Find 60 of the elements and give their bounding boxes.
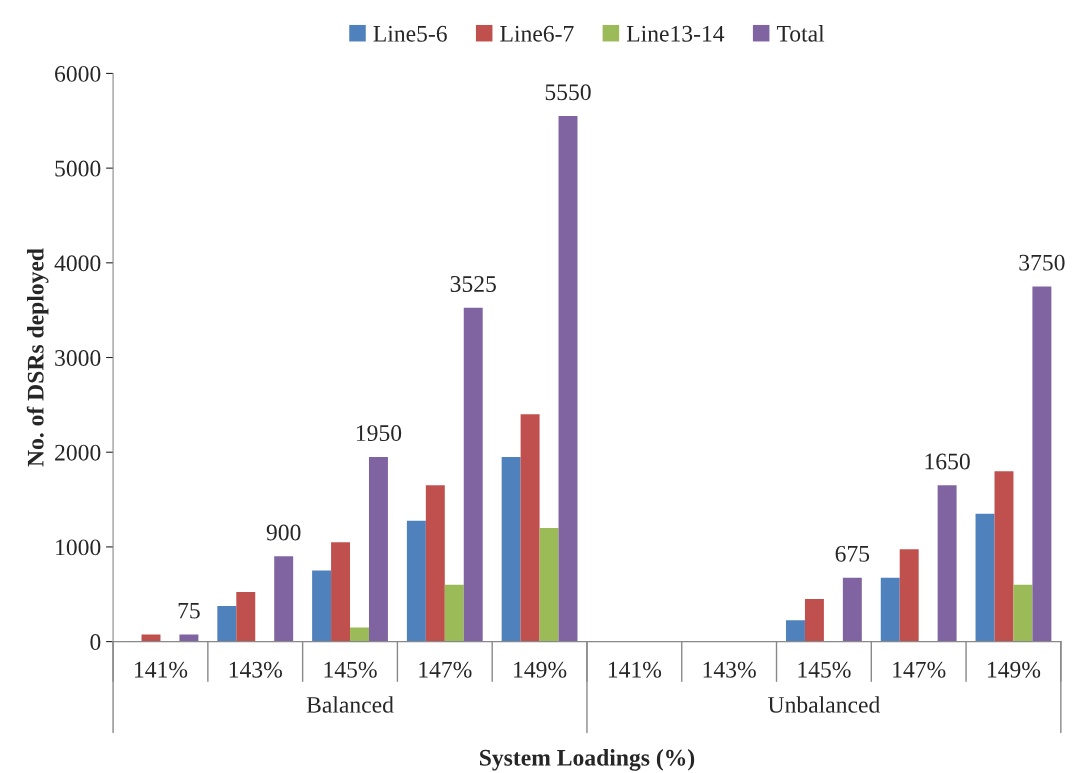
- data-label: 675: [835, 545, 870, 562]
- x-tick-label: 141%: [608, 661, 662, 678]
- bar: [463, 307, 483, 642]
- bar: [217, 606, 237, 642]
- bar: [406, 520, 426, 642]
- x-tick-label: 141%: [135, 661, 188, 678]
- legend-label: Total: [776, 25, 825, 42]
- data-label: 1950: [356, 425, 402, 442]
- bar: [1032, 286, 1052, 642]
- x-tick-label: 149%: [514, 661, 567, 678]
- x-tick-label: 145%: [324, 661, 377, 678]
- bar: [539, 527, 559, 642]
- text: Unbalanced: [768, 696, 880, 713]
- bar: [236, 591, 256, 642]
- bar: [558, 116, 578, 642]
- bar: [350, 627, 369, 642]
- y-tick-label: 6000: [55, 65, 101, 82]
- bar: [975, 513, 995, 642]
- data-label: 3525: [450, 276, 496, 292]
- data-label: 5550: [545, 84, 591, 101]
- bar: [804, 598, 824, 642]
- x-tick-label: 145%: [798, 661, 851, 678]
- legend-label: Line13-14: [626, 25, 725, 42]
- x-tick-label: 149%: [987, 661, 1041, 678]
- bar: [899, 549, 919, 642]
- x-axis-title: System Loadings (%): [480, 749, 695, 771]
- y-tick-label: 4000: [54, 255, 101, 272]
- legend-label: Line6-7: [500, 25, 574, 42]
- bar: [368, 456, 388, 642]
- bar: [785, 620, 805, 642]
- y-tick-label: 1000: [56, 539, 101, 556]
- bar: [179, 634, 199, 642]
- data-label: 1650: [925, 453, 970, 470]
- bar: [312, 570, 332, 642]
- x-tick-label: 147%: [419, 661, 472, 678]
- bar: [331, 542, 351, 642]
- x-tick-label: 143%: [703, 661, 756, 678]
- x-tick-label: 143%: [229, 661, 282, 678]
- y-tick-label: 0: [90, 634, 101, 651]
- bar: [501, 456, 521, 642]
- x-tick-label: 147%: [893, 661, 946, 678]
- data-label: 3750: [1019, 254, 1065, 271]
- bar: [444, 584, 464, 642]
- legend-label: Line5-6: [373, 25, 447, 42]
- y-tick-label: 2000: [55, 444, 101, 461]
- bar: [520, 414, 540, 642]
- text: Balanced: [306, 696, 394, 713]
- y-tick-label: 3000: [55, 350, 101, 366]
- bar: [141, 634, 161, 642]
- y-tick-label: 5000: [55, 160, 101, 177]
- data-label: 75: [178, 602, 200, 619]
- bar: [842, 577, 862, 642]
- bar: [994, 471, 1014, 642]
- data-label: 900: [266, 524, 301, 541]
- bar: [425, 485, 445, 642]
- bar: [274, 556, 294, 642]
- bar: [937, 485, 957, 642]
- y-axis-title: No. of DSRs deployed: [26, 248, 49, 467]
- bar: [880, 577, 900, 642]
- bar: [1013, 584, 1033, 642]
